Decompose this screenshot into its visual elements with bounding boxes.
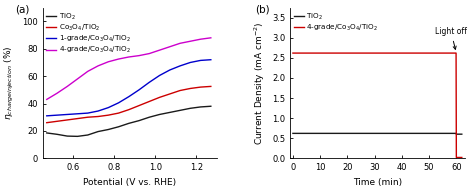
Line: Co$_3$O$_4$/TiO$_2$: Co$_3$O$_4$/TiO$_2$ [47, 86, 211, 123]
1-grade/Co$_3$O$_4$/TiO$_2$ [188, 61, 193, 64]
4-grade/Co$_3$O$_4$/TiO$_2$ [459, 156, 465, 159]
Line: 1-grade/Co$_3$O$_4$/TiO$_2$: 1-grade/Co$_3$O$_4$/TiO$_2$ [47, 60, 211, 116]
TiO$_2$ [95, 130, 101, 133]
1-grade/Co$_3$O$_4$/TiO$_2$ [64, 113, 70, 116]
TiO$_2$ [177, 109, 183, 112]
TiO$_2$ [453, 132, 459, 135]
4-grade/Co$_3$O$_4$/TiO$_2$ [146, 52, 152, 55]
TiO$_2$ [44, 132, 50, 134]
X-axis label: Potential (V vs. RHE): Potential (V vs. RHE) [83, 178, 176, 187]
Line: 4-grade/Co$_3$O$_4$/TiO$_2$: 4-grade/Co$_3$O$_4$/TiO$_2$ [47, 38, 211, 99]
4-grade/Co$_3$O$_4$/TiO$_2$ [105, 61, 111, 63]
TiO$_2$ [75, 135, 81, 138]
4-grade/Co$_3$O$_4$/TiO$_2$ [290, 52, 296, 54]
TiO$_2$ [64, 135, 70, 137]
Co$_3$O$_4$/TiO$_2$ [177, 89, 183, 92]
Y-axis label: $\eta_{charge injection}$ (%): $\eta_{charge injection}$ (%) [3, 46, 17, 120]
Co$_3$O$_4$/TiO$_2$ [136, 104, 142, 107]
4-grade/Co$_3$O$_4$/TiO$_2$ [177, 42, 183, 44]
TiO$_2$ [459, 133, 465, 135]
4-grade/Co$_3$O$_4$/TiO$_2$ [44, 98, 50, 101]
4-grade/Co$_3$O$_4$/TiO$_2$ [453, 52, 459, 54]
TiO$_2$ [208, 105, 214, 108]
1-grade/Co$_3$O$_4$/TiO$_2$ [44, 115, 50, 117]
TiO$_2$ [105, 128, 111, 131]
Co$_3$O$_4$/TiO$_2$ [208, 85, 214, 88]
1-grade/Co$_3$O$_4$/TiO$_2$ [157, 74, 163, 77]
1-grade/Co$_3$O$_4$/TiO$_2$ [105, 107, 111, 109]
1-grade/Co$_3$O$_4$/TiO$_2$ [95, 110, 101, 112]
1-grade/Co$_3$O$_4$/TiO$_2$ [75, 113, 81, 115]
4-grade/Co$_3$O$_4$/TiO$_2$ [126, 56, 132, 58]
X-axis label: Time (min): Time (min) [353, 178, 402, 187]
TiO$_2$ [290, 132, 296, 135]
4-grade/Co$_3$O$_4$/TiO$_2$ [75, 78, 81, 80]
Legend: TiO$_2$, Co$_3$O$_4$/TiO$_2$, 1-grade/Co$_3$O$_4$/TiO$_2$, 4-grade/Co$_3$O$_4$/T: TiO$_2$, Co$_3$O$_4$/TiO$_2$, 1-grade/Co… [45, 10, 132, 57]
TiO$_2$ [198, 106, 203, 108]
Co$_3$O$_4$/TiO$_2$ [75, 117, 81, 120]
1-grade/Co$_3$O$_4$/TiO$_2$ [54, 114, 60, 116]
4-grade/Co$_3$O$_4$/TiO$_2$ [454, 156, 459, 159]
1-grade/Co$_3$O$_4$/TiO$_2$ [116, 102, 121, 104]
Line: TiO$_2$: TiO$_2$ [293, 133, 462, 134]
4-grade/Co$_3$O$_4$/TiO$_2$ [157, 49, 163, 51]
Co$_3$O$_4$/TiO$_2$ [44, 122, 50, 124]
4-grade/Co$_3$O$_4$/TiO$_2$ [198, 38, 203, 40]
Co$_3$O$_4$/TiO$_2$ [95, 115, 101, 118]
Co$_3$O$_4$/TiO$_2$ [54, 120, 60, 123]
Text: (b): (b) [255, 5, 270, 15]
TiO$_2$ [54, 133, 60, 135]
TiO$_2$ [136, 119, 142, 122]
4-grade/Co$_3$O$_4$/TiO$_2$ [136, 54, 142, 57]
Co$_3$O$_4$/TiO$_2$ [64, 119, 70, 121]
Line: TiO$_2$: TiO$_2$ [47, 106, 211, 136]
TiO$_2$ [126, 122, 132, 124]
1-grade/Co$_3$O$_4$/TiO$_2$ [167, 69, 173, 71]
TiO$_2$ [454, 133, 459, 135]
1-grade/Co$_3$O$_4$/TiO$_2$ [136, 89, 142, 91]
Text: Light off: Light off [435, 27, 467, 49]
Co$_3$O$_4$/TiO$_2$ [85, 116, 91, 118]
4-grade/Co$_3$O$_4$/TiO$_2$ [85, 70, 91, 73]
Co$_3$O$_4$/TiO$_2$ [167, 93, 173, 95]
TiO$_2$ [146, 116, 152, 118]
1-grade/Co$_3$O$_4$/TiO$_2$ [177, 65, 183, 67]
Co$_3$O$_4$/TiO$_2$ [105, 114, 111, 116]
4-grade/Co$_3$O$_4$/TiO$_2$ [64, 85, 70, 88]
4-grade/Co$_3$O$_4$/TiO$_2$ [188, 40, 193, 42]
4-grade/Co$_3$O$_4$/TiO$_2$ [208, 37, 214, 39]
Text: (a): (a) [15, 5, 29, 15]
TiO$_2$ [85, 134, 91, 136]
Legend: TiO$_2$, 4-grade/Co$_3$O$_4$/TiO$_2$: TiO$_2$, 4-grade/Co$_3$O$_4$/TiO$_2$ [292, 10, 380, 34]
1-grade/Co$_3$O$_4$/TiO$_2$ [126, 96, 132, 98]
4-grade/Co$_3$O$_4$/TiO$_2$ [116, 58, 121, 60]
TiO$_2$ [188, 107, 193, 109]
Co$_3$O$_4$/TiO$_2$ [198, 86, 203, 88]
Co$_3$O$_4$/TiO$_2$ [157, 96, 163, 98]
TiO$_2$ [157, 113, 163, 116]
TiO$_2$ [116, 126, 121, 128]
Co$_3$O$_4$/TiO$_2$ [116, 112, 121, 114]
Co$_3$O$_4$/TiO$_2$ [188, 87, 193, 90]
Co$_3$O$_4$/TiO$_2$ [146, 100, 152, 103]
1-grade/Co$_3$O$_4$/TiO$_2$ [146, 81, 152, 83]
Line: 4-grade/Co$_3$O$_4$/TiO$_2$: 4-grade/Co$_3$O$_4$/TiO$_2$ [293, 53, 462, 157]
4-grade/Co$_3$O$_4$/TiO$_2$ [95, 65, 101, 67]
TiO$_2$ [167, 111, 173, 113]
4-grade/Co$_3$O$_4$/TiO$_2$ [167, 46, 173, 48]
4-grade/Co$_3$O$_4$/TiO$_2$ [54, 92, 60, 94]
1-grade/Co$_3$O$_4$/TiO$_2$ [198, 59, 203, 62]
1-grade/Co$_3$O$_4$/TiO$_2$ [85, 112, 91, 114]
1-grade/Co$_3$O$_4$/TiO$_2$ [208, 58, 214, 61]
Y-axis label: Current Density (mA cm$^{-2}$): Current Density (mA cm$^{-2}$) [252, 21, 266, 145]
Co$_3$O$_4$/TiO$_2$ [126, 108, 132, 111]
